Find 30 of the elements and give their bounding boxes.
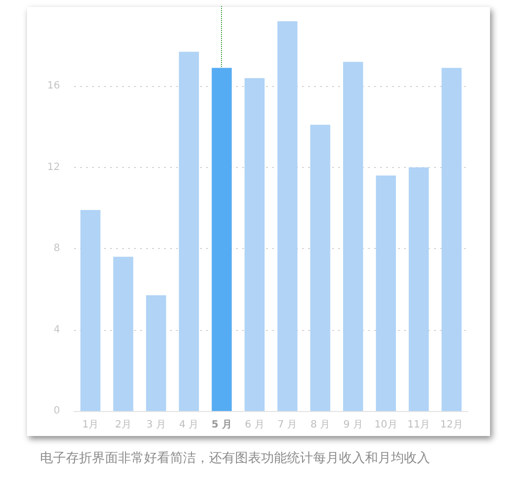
bar [376,176,396,411]
y-tick-label: 16 [47,80,60,92]
bar [113,256,134,411]
y-tick-label: 4 [54,324,60,336]
x-tick-label: 11月 [407,420,430,430]
bar [80,210,100,411]
x-tick-label: 12月 [440,420,463,430]
bar [212,68,232,411]
bar [343,62,364,411]
bar [178,52,199,411]
x-tick-label: 2月 [115,420,132,430]
y-tick-label: 12 [47,162,60,173]
y-tick-label: 0 [54,406,60,416]
bar [277,21,298,411]
x-tick-label: 10月 [374,420,398,430]
x-tick-label: 9 月 [343,420,363,430]
x-tick-label: 7 月 [278,420,298,430]
x-tick-label: 8 月 [310,420,330,430]
bar [408,167,429,411]
x-tick-label: 1月 [82,420,99,430]
bar [442,68,462,411]
text: 电子存折界面非常好看简洁，还有图表功能统计每月收入和月均收入 [40,451,430,466]
x-tick-label: 5 月 [212,420,232,430]
x-tick-label: 4 月 [179,420,199,430]
bar [146,295,166,411]
x-tick-label: 3 月 [146,420,166,430]
x-tick-label: 6 月 [244,420,264,430]
bar [310,124,330,411]
bar [244,78,265,411]
y-tick-label: 8 [54,243,60,254]
